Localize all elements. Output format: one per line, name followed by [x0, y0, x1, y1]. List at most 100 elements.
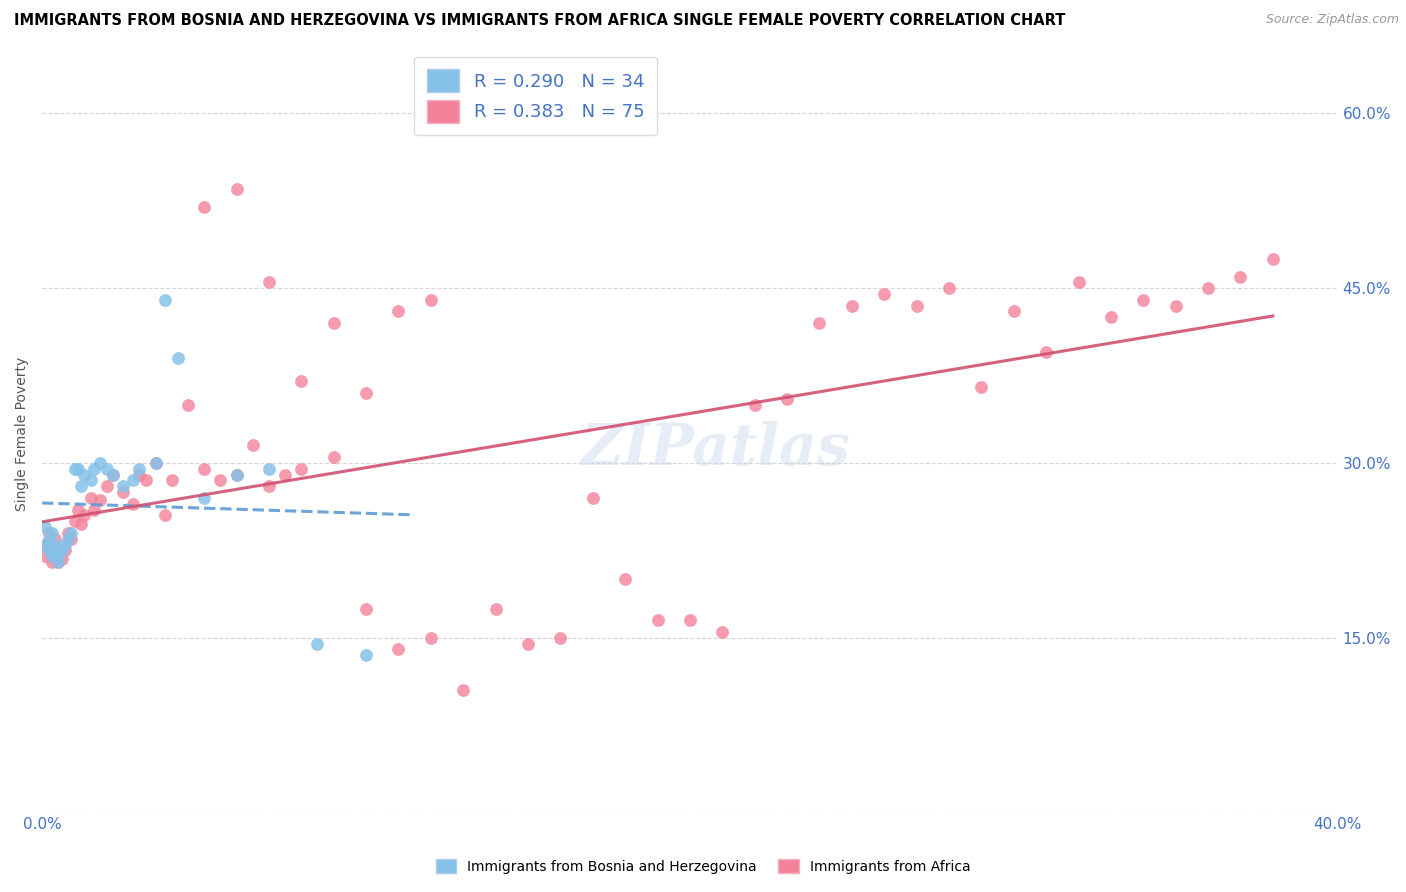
- Point: [122, 474, 145, 488]
- Point: [419, 293, 441, 307]
- Point: [34, 537, 56, 551]
- Point: [257, 479, 280, 493]
- Point: [83, 502, 105, 516]
- Point: [73, 467, 96, 482]
- Point: [873, 287, 896, 301]
- Point: [1229, 269, 1251, 284]
- Point: [44, 543, 66, 558]
- Point: [614, 573, 637, 587]
- Point: [70, 516, 93, 531]
- Legend: Immigrants from Bosnia and Herzegovina, Immigrants from Africa: Immigrants from Bosnia and Herzegovina, …: [429, 852, 977, 880]
- Point: [38, 525, 60, 540]
- Point: [56, 532, 79, 546]
- Point: [135, 474, 157, 488]
- Point: [1099, 310, 1122, 325]
- Point: [155, 293, 177, 307]
- Point: [225, 467, 247, 482]
- Point: [96, 479, 118, 493]
- Point: [53, 537, 76, 551]
- Point: [128, 462, 150, 476]
- Point: [451, 683, 474, 698]
- Point: [1002, 304, 1025, 318]
- Point: [354, 601, 377, 615]
- Point: [354, 648, 377, 663]
- Point: [112, 479, 135, 493]
- Point: [808, 316, 831, 330]
- Point: [34, 549, 56, 564]
- Point: [41, 549, 63, 564]
- Point: [484, 601, 506, 615]
- Point: [582, 491, 605, 505]
- Point: [160, 474, 183, 488]
- Point: [225, 182, 247, 196]
- Point: [1067, 276, 1090, 290]
- Point: [1261, 252, 1284, 266]
- Point: [103, 467, 125, 482]
- Point: [96, 462, 118, 476]
- Point: [41, 525, 63, 540]
- Point: [167, 351, 190, 365]
- Point: [242, 438, 264, 452]
- Point: [1132, 293, 1154, 307]
- Point: [48, 547, 70, 561]
- Point: [290, 462, 312, 476]
- Point: [48, 555, 70, 569]
- Point: [41, 555, 63, 569]
- Point: [322, 316, 344, 330]
- Point: [419, 631, 441, 645]
- Point: [209, 474, 232, 488]
- Point: [34, 520, 56, 534]
- Point: [63, 514, 86, 528]
- Point: [550, 631, 572, 645]
- Point: [63, 462, 86, 476]
- Point: [122, 497, 145, 511]
- Point: [66, 462, 89, 476]
- Point: [60, 532, 83, 546]
- Point: [112, 485, 135, 500]
- Point: [307, 637, 329, 651]
- Point: [51, 551, 73, 566]
- Point: [257, 462, 280, 476]
- Point: [44, 537, 66, 551]
- Point: [387, 304, 409, 318]
- Point: [60, 525, 83, 540]
- Point: [225, 467, 247, 482]
- Point: [89, 456, 111, 470]
- Point: [970, 380, 993, 394]
- Legend: R = 0.290   N = 34, R = 0.383   N = 75: R = 0.290 N = 34, R = 0.383 N = 75: [413, 56, 657, 136]
- Point: [177, 398, 200, 412]
- Text: Source: ZipAtlas.com: Source: ZipAtlas.com: [1265, 13, 1399, 27]
- Point: [938, 281, 960, 295]
- Point: [89, 493, 111, 508]
- Point: [290, 375, 312, 389]
- Point: [38, 532, 60, 546]
- Text: ZIPatlas: ZIPatlas: [581, 421, 851, 477]
- Point: [193, 462, 215, 476]
- Point: [155, 508, 177, 523]
- Point: [1035, 345, 1057, 359]
- Point: [354, 386, 377, 401]
- Point: [44, 532, 66, 546]
- Point: [145, 456, 167, 470]
- Text: IMMIGRANTS FROM BOSNIA AND HERZEGOVINA VS IMMIGRANTS FROM AFRICA SINGLE FEMALE P: IMMIGRANTS FROM BOSNIA AND HERZEGOVINA V…: [14, 13, 1066, 29]
- Point: [193, 200, 215, 214]
- Point: [387, 642, 409, 657]
- Point: [38, 540, 60, 554]
- Point: [53, 543, 76, 558]
- Point: [34, 537, 56, 551]
- Point: [776, 392, 799, 406]
- Point: [517, 637, 540, 651]
- Point: [51, 543, 73, 558]
- Point: [66, 502, 89, 516]
- Point: [841, 299, 863, 313]
- Point: [80, 474, 103, 488]
- Point: [41, 543, 63, 558]
- Point: [70, 479, 93, 493]
- Point: [73, 508, 96, 523]
- Point: [744, 398, 766, 412]
- Point: [257, 276, 280, 290]
- Point: [274, 467, 297, 482]
- Point: [711, 624, 734, 639]
- Point: [83, 462, 105, 476]
- Point: [145, 456, 167, 470]
